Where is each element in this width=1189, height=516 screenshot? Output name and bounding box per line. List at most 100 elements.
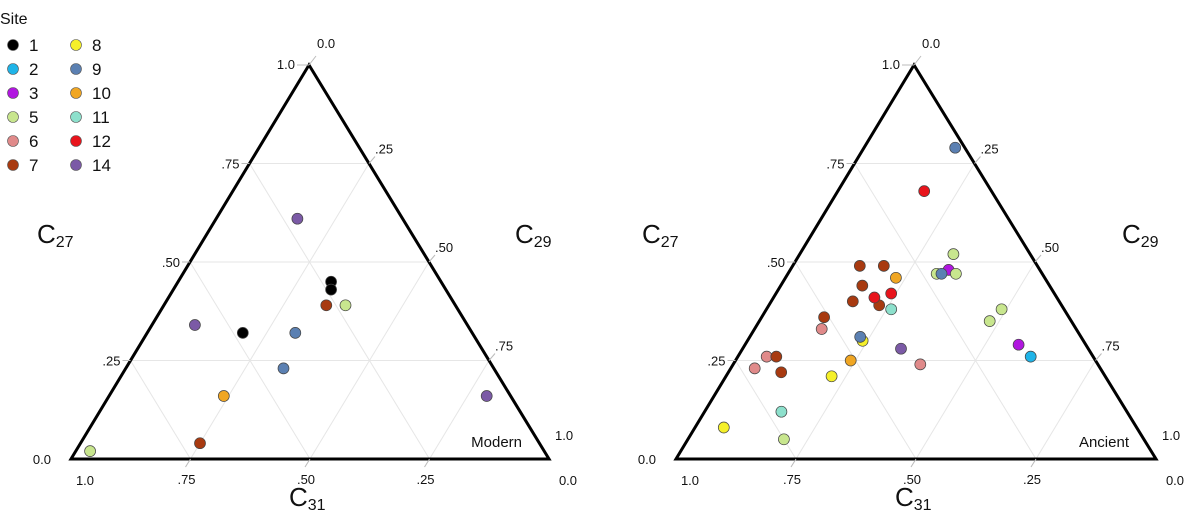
data-points [717, 141, 1037, 446]
legend-item: 8 [70, 36, 101, 55]
data-point-site-6 [815, 323, 828, 335]
data-points [84, 212, 493, 457]
tick-mark [913, 55, 922, 66]
legend-swatch [7, 111, 19, 123]
tick-label-bottom: .25 [416, 472, 434, 487]
legend-item: 7 [7, 156, 38, 175]
legend-swatch [70, 111, 82, 123]
tick-label-left: .25 [102, 354, 120, 369]
legend-swatch [70, 159, 82, 171]
data-point-site-7 [320, 299, 333, 312]
data-point-site-9 [935, 267, 948, 280]
tick-label-left: .75 [221, 157, 239, 172]
data-point-site-7 [856, 279, 869, 292]
tick-mark [1030, 458, 1037, 468]
data-point-site-5 [950, 267, 962, 280]
tick-label-bottom: .25 [1023, 472, 1041, 487]
axis-title-c27-subscript: 27 [56, 234, 74, 251]
legend-item: 11 [70, 108, 110, 127]
legend-swatch [7, 135, 19, 147]
corner-label: 0.0 [33, 452, 51, 467]
tick-label-right: .25 [981, 142, 999, 157]
data-point-site-14 [480, 390, 493, 402]
legend-item: 3 [7, 84, 38, 103]
legend-label: 8 [92, 36, 101, 55]
legend-swatch [7, 63, 19, 75]
corner-label: 0.0 [1166, 473, 1184, 488]
legend-item: 2 [7, 60, 38, 79]
data-point-site-12 [868, 291, 881, 304]
axis-title-c29-letter: C [1122, 219, 1141, 249]
legend-item: 12 [70, 132, 111, 151]
gridline [190, 163, 370, 460]
data-point-site-14 [189, 319, 201, 331]
gridline [249, 163, 430, 460]
gridline [309, 261, 430, 460]
legend-item: 14 [70, 156, 111, 175]
legend-swatch [7, 87, 19, 99]
axis-title-c31: C31 [895, 482, 932, 514]
legend-swatch [7, 159, 19, 171]
legend-item: 9 [70, 60, 101, 79]
axis-title-c31-letter: C [895, 482, 914, 512]
panel-ancient: .25 .50 .75 .25 .50 .75 .25 .50 .75 1.0 0.0 0.0 1.0 1… [638, 36, 1184, 514]
axis-title-c27-subscript: 27 [661, 234, 679, 251]
data-point-site-5 [983, 315, 996, 327]
axis-title-c29-subscript: 29 [1141, 234, 1159, 251]
gridline [854, 163, 1037, 460]
corner-label: 1.0 [555, 428, 573, 443]
corner-label: 1.0 [1162, 428, 1180, 443]
data-point-site-9 [854, 331, 867, 343]
legend-label: 6 [29, 132, 38, 151]
data-point-site-7 [877, 260, 890, 272]
data-point-site-7 [853, 260, 866, 272]
legend-label: 10 [92, 84, 111, 103]
data-point-site-10 [217, 390, 230, 402]
data-point-site-7 [818, 311, 830, 324]
legend-item: 1 [7, 36, 38, 55]
legend-item: 5 [7, 108, 38, 127]
axis-title-c29: C29 [515, 219, 552, 251]
tick-mark [1095, 353, 1102, 361]
data-point-site-14 [291, 212, 304, 225]
axis-title-c29-letter: C [515, 219, 534, 249]
tick-label-bottom: .50 [903, 472, 921, 487]
legend-label: 14 [92, 156, 111, 175]
data-point-site-12 [918, 185, 931, 197]
axis-title-c29: C29 [1122, 219, 1159, 251]
data-point-site-7 [846, 295, 859, 308]
legend-swatch [70, 87, 82, 99]
axis-title-c27: C27 [37, 219, 74, 251]
tick-label-bottom: .50 [297, 472, 315, 487]
tick-mark [910, 458, 917, 468]
gridlines [735, 163, 1096, 460]
data-point-site-8 [717, 421, 730, 434]
tick-mark [368, 156, 376, 164]
gridline [189, 261, 311, 460]
data-point-site-9 [289, 327, 302, 339]
data-point-site-10 [844, 354, 857, 367]
data-point-site-5 [778, 433, 790, 446]
corner-label: 1.0 [76, 473, 94, 488]
tick-label-bottom: .75 [177, 472, 195, 487]
legend-label: 9 [92, 60, 101, 79]
tick-mark [308, 55, 317, 66]
data-point-site-14 [895, 342, 907, 355]
legend-label: 11 [92, 108, 110, 127]
data-point-site-7 [194, 437, 206, 450]
tick-mark [304, 458, 311, 468]
tick-mark [424, 458, 430, 468]
data-point-site-5 [947, 248, 960, 260]
legend-label: 1 [29, 36, 38, 55]
legend-label: 3 [29, 84, 38, 103]
data-point-site-5 [84, 445, 96, 457]
corner-label: 1.0 [882, 57, 900, 72]
axis-title-c29-subscript: 29 [534, 234, 552, 251]
legend-label: 7 [29, 156, 38, 175]
corner-label: 1.0 [681, 473, 699, 488]
legend-swatch [70, 135, 82, 147]
tick-mark [790, 458, 797, 468]
gridline [429, 360, 490, 460]
axis-title-c31-subscript: 31 [914, 497, 932, 514]
